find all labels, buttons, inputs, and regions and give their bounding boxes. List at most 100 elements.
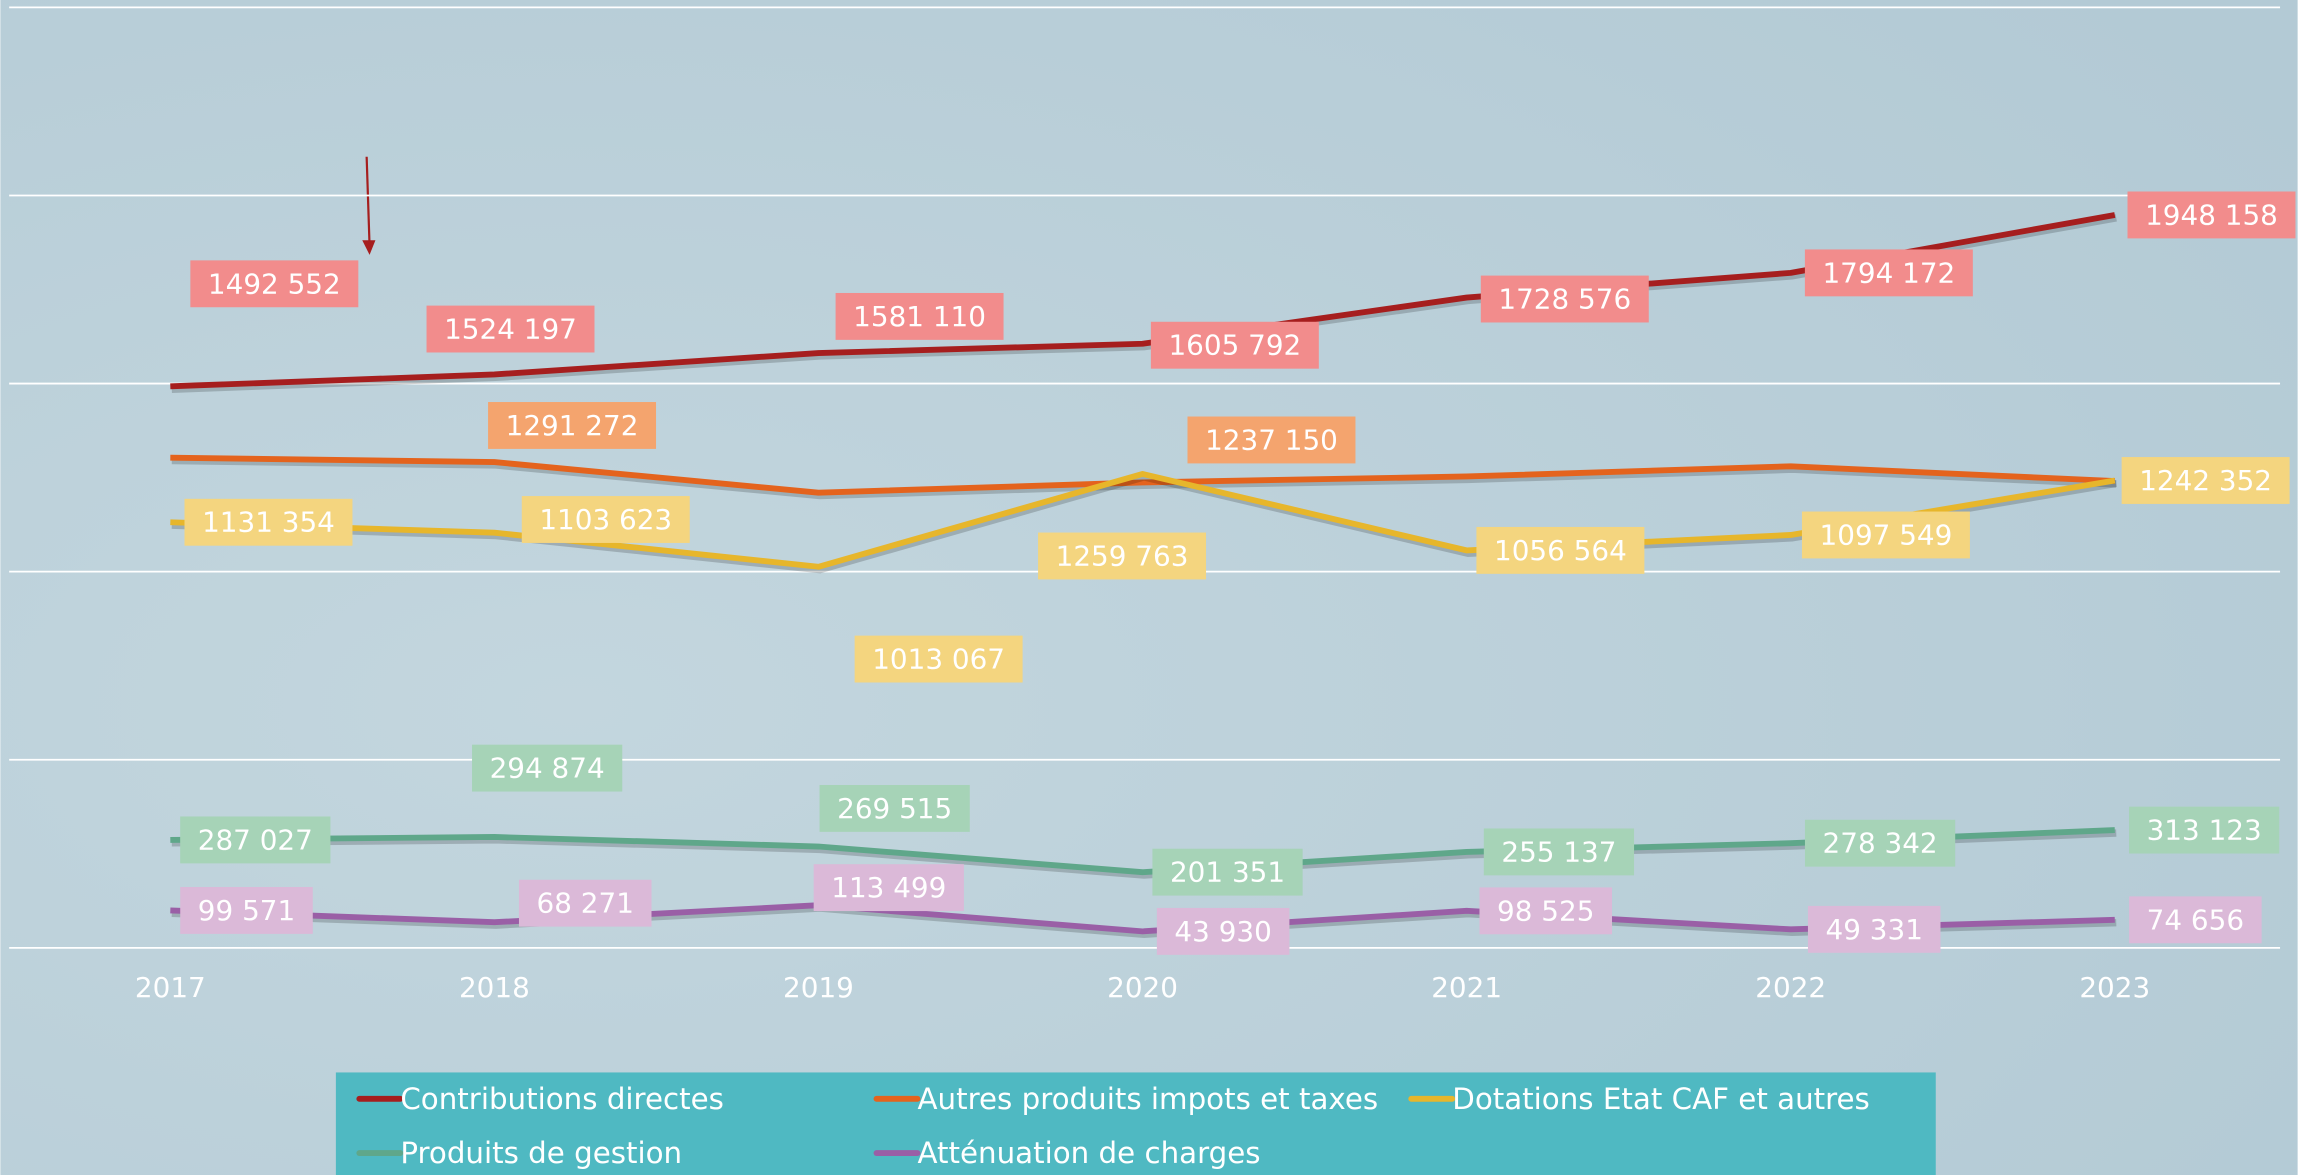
data-label-text: 1524 197 xyxy=(444,313,577,346)
data-label-box xyxy=(1479,887,1613,935)
data-label: 1013 067 xyxy=(854,635,1023,683)
data-label: 1524 197 xyxy=(426,305,595,353)
data-label-text: 113 499 xyxy=(831,871,946,904)
data-label-text: 1291 272 xyxy=(506,409,639,442)
data-label: 1581 110 xyxy=(835,292,1004,340)
data-label: 49 331 xyxy=(1807,905,1941,953)
data-label: 1237 150 xyxy=(1187,416,1356,464)
data-label-box xyxy=(1150,321,1319,369)
x-tick-label: 2023 xyxy=(2079,971,2150,1004)
series-shadow xyxy=(171,214,2117,393)
data-label-text: 287 027 xyxy=(198,823,313,856)
legend-label: Produits de gestion xyxy=(400,1136,682,1170)
data-label-text: 1237 150 xyxy=(1205,423,1338,456)
data-label: 113 499 xyxy=(813,864,964,912)
series-shadow xyxy=(171,904,2117,938)
data-label-box xyxy=(1480,275,1649,323)
data-label-text: 1728 576 xyxy=(1498,282,1631,315)
data-label: 278 342 xyxy=(1804,819,1956,867)
data-label-box xyxy=(518,879,652,927)
data-label: 1948 158 xyxy=(2127,191,2296,239)
data-label: 1103 623 xyxy=(521,496,690,543)
x-tick-label: 2017 xyxy=(135,971,206,1004)
data-label-box xyxy=(2129,806,2280,854)
x-tick-label: 2018 xyxy=(459,971,530,1004)
x-tick-label: 2020 xyxy=(1107,971,1178,1004)
data-label-text: 1056 564 xyxy=(1494,534,1627,567)
data-label-box xyxy=(1483,828,1635,876)
data-label: 1605 792 xyxy=(1150,321,1319,369)
data-label-box xyxy=(2121,457,2290,504)
data-label-box xyxy=(819,784,970,832)
legend-box xyxy=(335,1072,1936,1175)
data-label-box xyxy=(1187,416,1356,464)
legend-label: Dotations Etat CAF et autres xyxy=(1452,1082,1870,1116)
data-label-box xyxy=(1804,249,1973,297)
data-label-box xyxy=(1476,526,1645,574)
x-tick-label: 2019 xyxy=(783,971,854,1004)
data-label-box xyxy=(488,402,657,449)
data-label: 98 525 xyxy=(1479,887,1613,935)
arrow xyxy=(365,156,371,247)
data-label-text: 1581 110 xyxy=(853,300,986,333)
data-label-box xyxy=(2129,896,2262,944)
data-label-box xyxy=(1801,511,1970,559)
data-label-box xyxy=(521,496,690,543)
data-label-box xyxy=(190,260,359,308)
data-label: 68 271 xyxy=(518,879,652,927)
data-label: 255 137 xyxy=(1483,828,1635,876)
data-label: 1794 172 xyxy=(1804,249,1973,297)
data-label: 1728 576 xyxy=(1480,275,1649,323)
series-line xyxy=(170,902,2115,935)
data-label-box xyxy=(854,635,1023,683)
data-label-text: 201 351 xyxy=(1170,856,1285,889)
data-label-box xyxy=(1038,532,1207,580)
legend-label: Contributions directes xyxy=(400,1082,724,1116)
data-label-box xyxy=(1156,907,1290,955)
data-label-text: 269 515 xyxy=(837,792,952,825)
data-label: 1131 354 xyxy=(184,498,353,546)
data-label-box xyxy=(835,292,1004,340)
data-label: 1259 763 xyxy=(1038,532,1207,580)
data-label-text: 98 525 xyxy=(1497,894,1594,927)
data-label-box xyxy=(472,744,623,792)
data-label-text: 1948 158 xyxy=(2145,198,2278,231)
data-label: 1056 564 xyxy=(1476,526,1645,574)
data-label: 269 515 xyxy=(819,784,970,832)
data-label-text: 43 930 xyxy=(1174,915,1271,948)
data-label-text: 278 342 xyxy=(1823,827,1938,860)
data-label: 43 930 xyxy=(1156,907,1290,955)
data-label-text: 1131 354 xyxy=(202,506,335,539)
data-label-box xyxy=(180,816,331,864)
data-label-text: 1103 623 xyxy=(539,503,672,536)
data-label-text: 1794 172 xyxy=(1822,256,1955,289)
data-label-text: 1492 552 xyxy=(208,267,341,300)
data-label: 1291 272 xyxy=(488,402,657,449)
data-label: 287 027 xyxy=(180,816,331,864)
data-label-text: 68 271 xyxy=(537,887,634,920)
data-label-text: 1242 352 xyxy=(2139,464,2272,497)
x-tick-label: 2021 xyxy=(1431,971,1502,1004)
data-label: 1242 352 xyxy=(2121,457,2290,504)
data-label-text: 1605 792 xyxy=(1168,329,1301,362)
data-label-text: 49 331 xyxy=(1826,913,1923,946)
data-label: 313 123 xyxy=(2129,806,2280,854)
data-label: 201 351 xyxy=(1152,848,1303,896)
data-label-text: 294 874 xyxy=(490,752,605,785)
series-line xyxy=(170,827,2115,876)
series-line xyxy=(170,454,2115,496)
data-label-text: 313 123 xyxy=(2147,814,2262,847)
arrow-head xyxy=(362,240,376,255)
data-label-text: 1013 067 xyxy=(872,643,1005,676)
legend-label: Atténuation de charges xyxy=(918,1136,1261,1170)
data-label-text: 255 137 xyxy=(1501,835,1616,868)
data-label-box xyxy=(1804,819,1956,867)
data-label: 99 571 xyxy=(180,887,313,934)
data-label-text: 1097 549 xyxy=(1820,518,1953,551)
data-label-box xyxy=(1152,848,1303,896)
data-label-box xyxy=(813,864,964,912)
data-label-box xyxy=(184,498,353,546)
data-label-text: 99 571 xyxy=(198,894,295,927)
data-label: 1097 549 xyxy=(1801,511,1970,559)
